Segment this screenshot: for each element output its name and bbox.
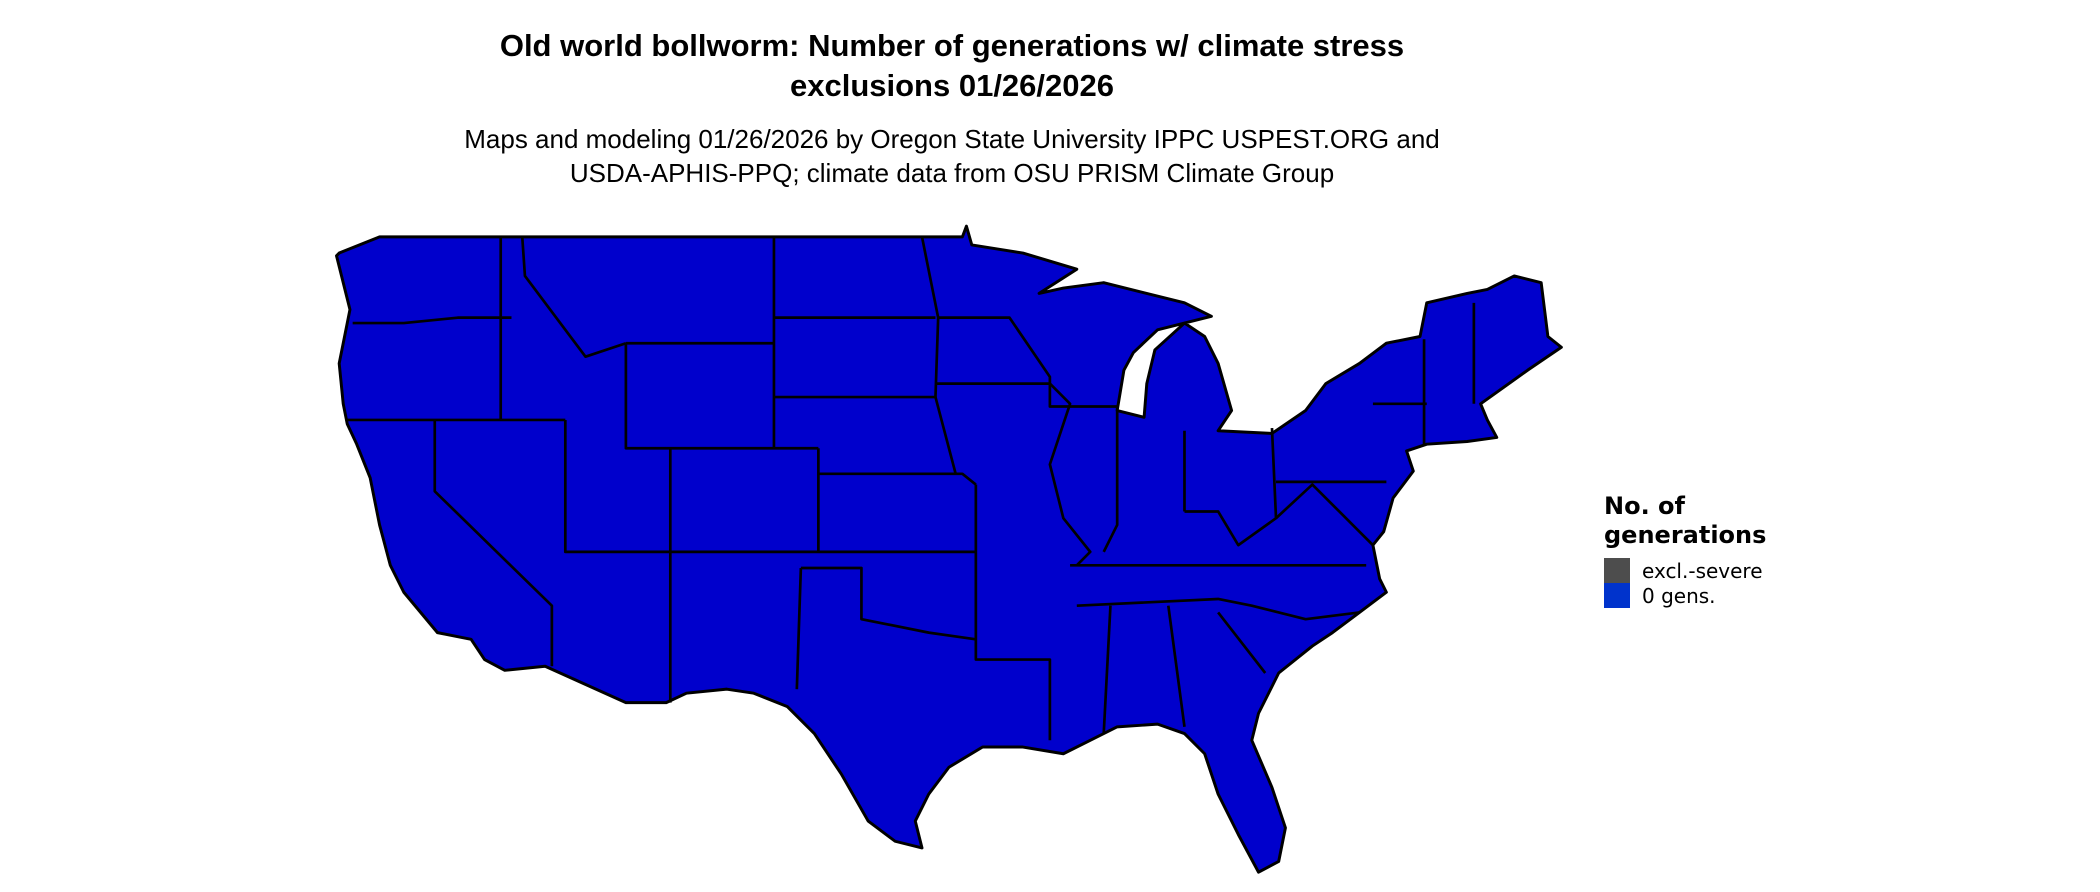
state-boundary: [563, 419, 976, 554]
state-boundary: [352, 316, 512, 325]
state-boundary: [1102, 605, 1112, 734]
map-title-line1: Old world bollworm: Number of generation…: [499, 28, 1405, 63]
state-boundary: [817, 448, 977, 486]
state-boundaries: [347, 236, 1476, 741]
state-boundary: [800, 566, 977, 641]
legend-title-line2: generations: [1604, 521, 1767, 549]
map-subtitle-line2: USDA-APHIS-PPQ; climate data from OSU PR…: [569, 158, 1335, 188]
map-group: [335, 224, 1563, 874]
legend-label: excl.-severe: [1642, 558, 1763, 583]
legend-item-0-gens: 0 gens.: [1604, 583, 1766, 608]
state-boundary: [1102, 406, 1119, 553]
state-boundary: [520, 236, 627, 359]
legend: No. of generations excl.-severe 0 gens.: [1604, 492, 1766, 608]
map-subtitle-line1: Maps and modeling 01/26/2026 by Oregon S…: [464, 124, 1440, 154]
state-boundary: [433, 419, 554, 667]
legend-label: 0 gens.: [1642, 583, 1716, 608]
legend-title-line1: No. of: [1604, 492, 1685, 520]
state-boundary: [1217, 611, 1267, 674]
state-boundary: [1275, 483, 1374, 547]
legend-swatch: [1604, 558, 1630, 583]
state-boundary: [795, 567, 803, 690]
state-boundary: [1184, 427, 1278, 547]
conus-outline: [335, 224, 1563, 874]
state-boundary: [1166, 605, 1186, 728]
state-boundary: [1076, 597, 1360, 621]
map-title-line2: exclusions 01/26/2026: [789, 68, 1114, 103]
state-boundary: [938, 316, 1118, 408]
legend-item-excl-severe: excl.-severe: [1604, 558, 1766, 583]
legend-title: No. of generations: [1604, 492, 1766, 550]
state-boundary: [624, 343, 819, 450]
legend-swatch: [1604, 583, 1630, 608]
state-boundary: [974, 484, 1052, 741]
